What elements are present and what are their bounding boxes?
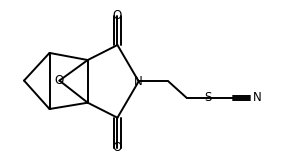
Text: O: O [113,141,122,154]
Text: O: O [113,9,122,22]
Text: N: N [134,75,143,88]
Text: N: N [253,91,262,104]
Text: S: S [204,91,212,104]
Text: O: O [55,74,64,87]
